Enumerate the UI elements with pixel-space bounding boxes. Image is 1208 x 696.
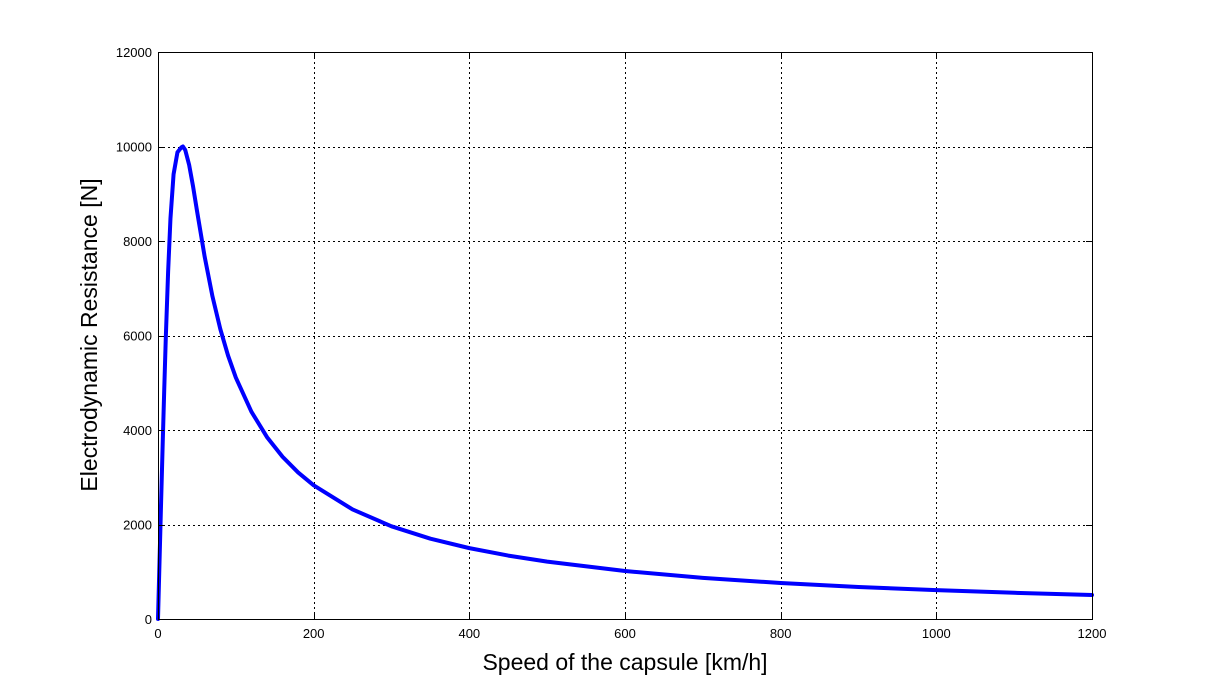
y-tick-label: 10000 — [116, 140, 152, 155]
x-tick-label: 200 — [303, 626, 325, 641]
x-tick-label: 800 — [770, 626, 792, 641]
x-tick-label: 1200 — [1078, 626, 1107, 641]
x-axis-title: Speed of the capsule [km/h] — [482, 649, 767, 675]
x-tick-label: 400 — [458, 626, 480, 641]
y-tick-labels: 0 2000 4000 6000 8000 10000 12000 — [116, 45, 152, 627]
x-tick-label: 0 — [154, 626, 161, 641]
y-axis-title: Electrodynamic Resistance [N] — [76, 178, 102, 491]
series-layer — [156, 144, 1094, 621]
grid — [158, 52, 1092, 619]
y-tick-label: 6000 — [123, 329, 152, 344]
y-tick-label: 0 — [145, 612, 152, 627]
y-tick-label: 2000 — [123, 518, 152, 533]
y-tick-label: 4000 — [123, 423, 152, 438]
plot-area — [158, 52, 1092, 619]
y-tick-label: 12000 — [116, 45, 152, 60]
series-line — [156, 144, 1094, 621]
x-tick-labels: 0 200 400 600 800 1000 1200 — [154, 626, 1106, 641]
tick-marks — [158, 52, 1093, 620]
x-tick-label: 600 — [614, 626, 636, 641]
x-tick-label: 1000 — [922, 626, 951, 641]
y-tick-label: 8000 — [123, 234, 152, 249]
